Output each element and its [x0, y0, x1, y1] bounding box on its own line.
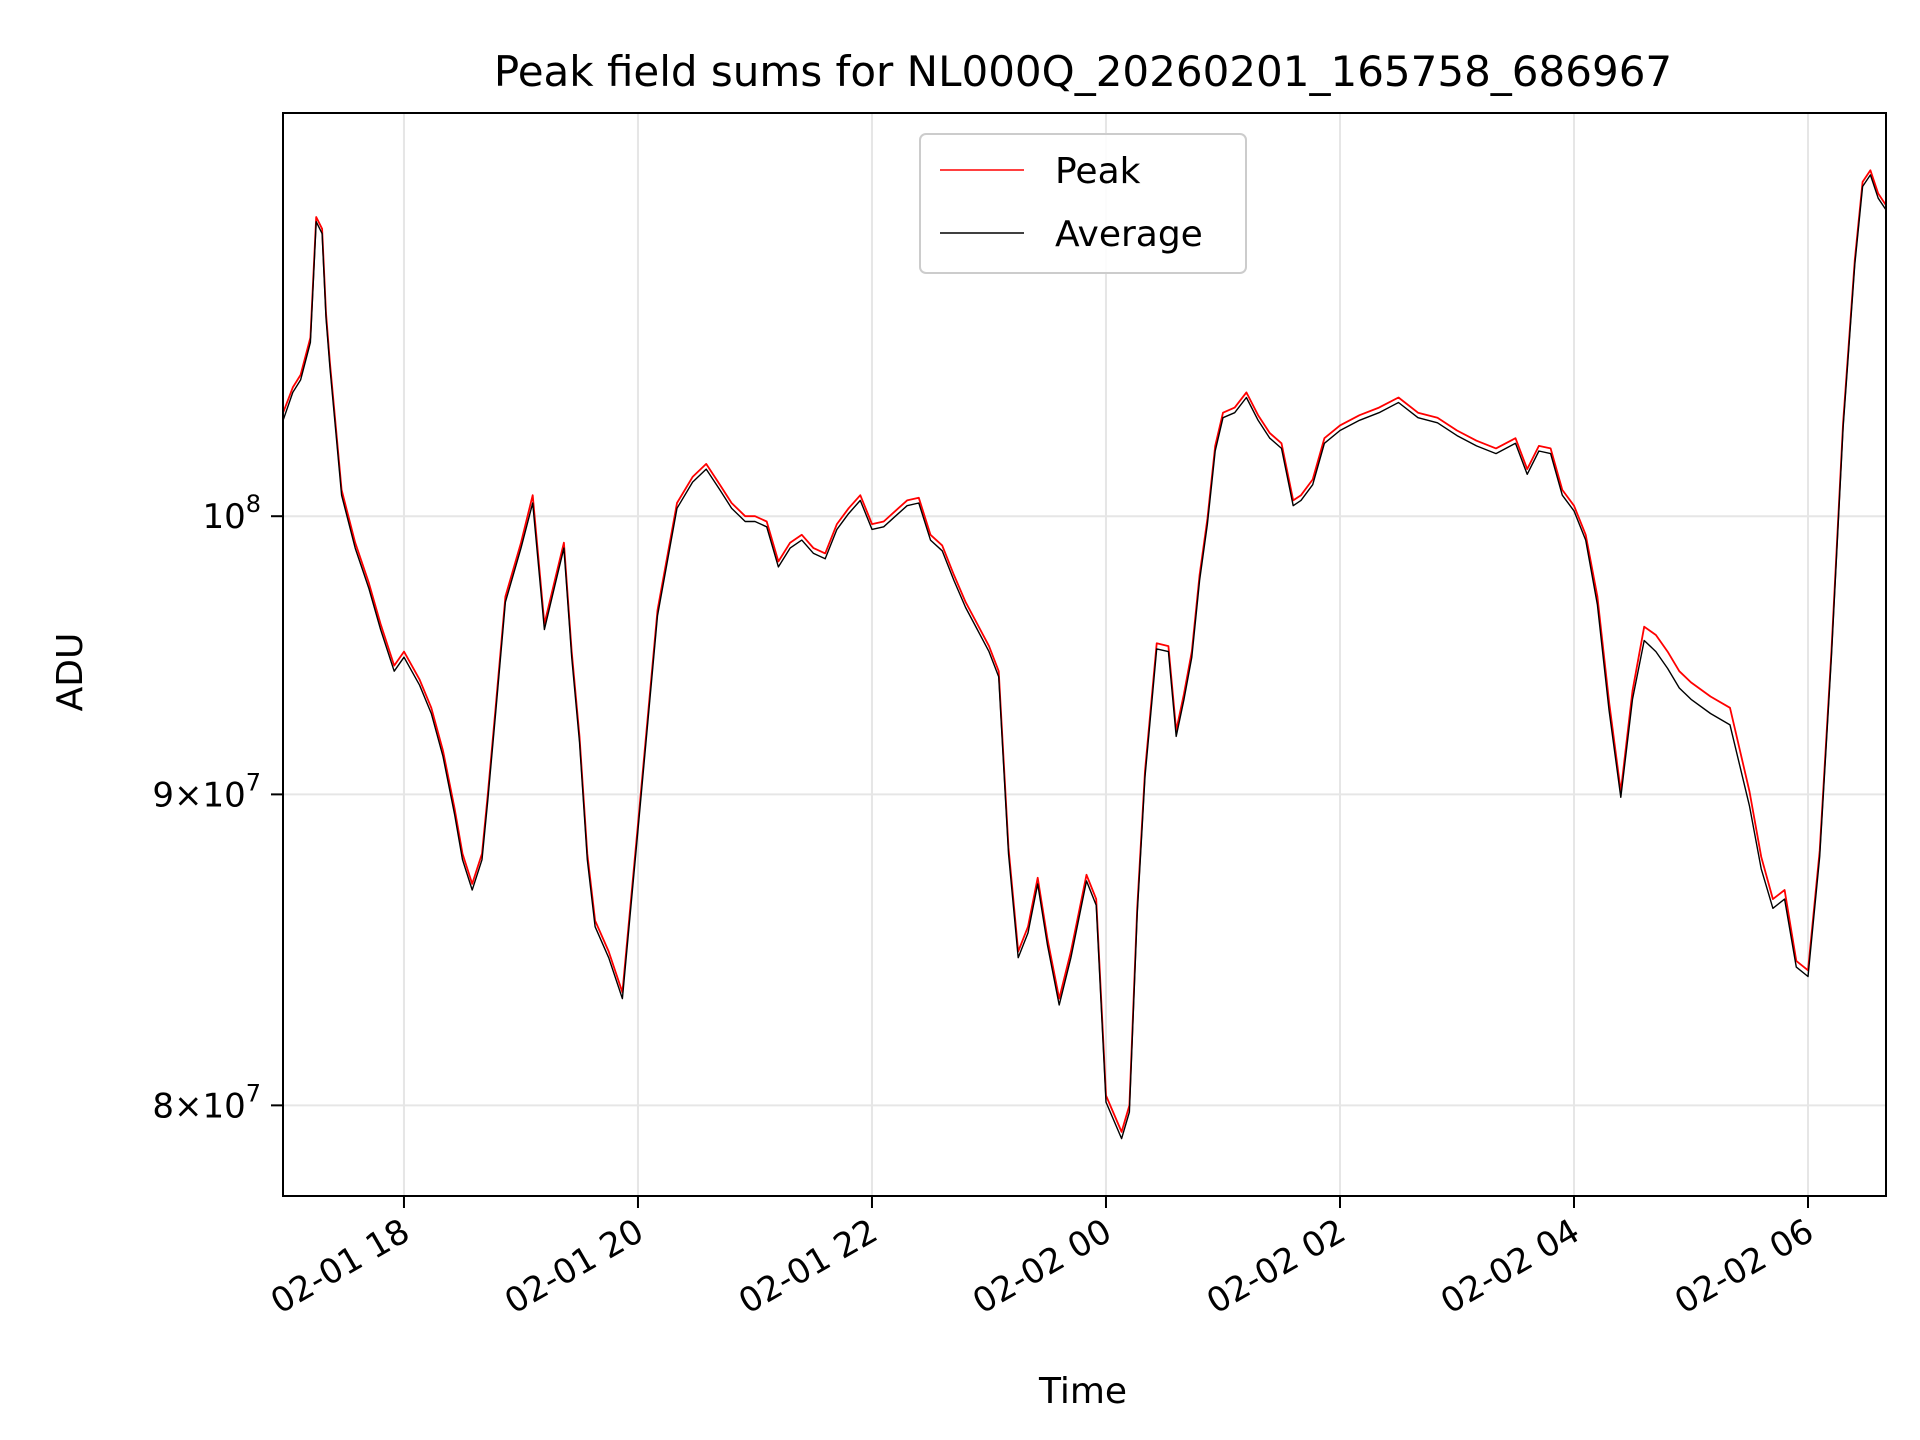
y-tick-label: 108	[202, 490, 261, 537]
series-line-average	[283, 174, 1886, 1140]
y-axis-ticks: 8×107 9×107 108	[152, 490, 283, 1126]
legend-box	[919, 133, 1247, 274]
x-axis-label: Time	[1038, 1371, 1127, 1412]
legend-label-average: Average	[1055, 214, 1203, 255]
y-axis-label: ADU	[50, 633, 91, 712]
y-tick-label: 9×107	[152, 768, 261, 815]
legend-label-peak: Peak	[1055, 151, 1141, 192]
chart-title: Peak field sums for NL000Q_20260201_1657…	[494, 47, 1672, 96]
y-tick-label: 8×107	[152, 1079, 261, 1126]
series-layer	[283, 169, 1886, 1140]
grid-lines	[283, 113, 1886, 1196]
legend: Peak Average	[919, 133, 1247, 274]
plot-frame	[282, 112, 1887, 1197]
